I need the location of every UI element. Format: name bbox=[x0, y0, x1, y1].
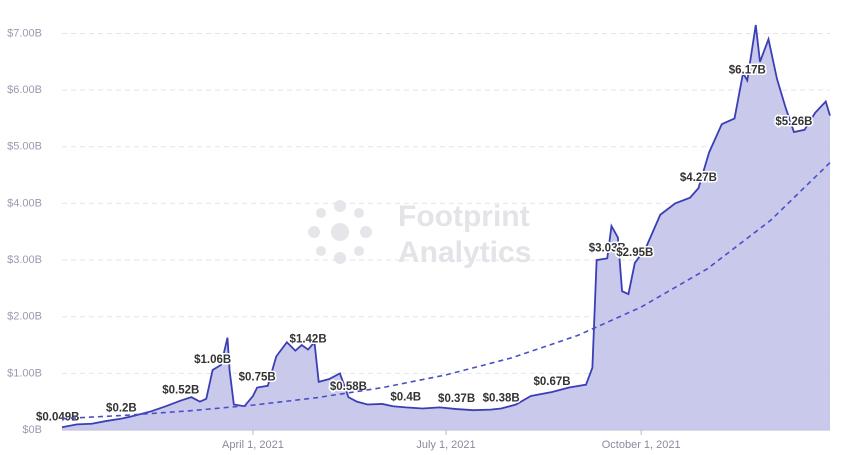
data-label: $4.27B bbox=[680, 172, 717, 184]
y-tick-label: $0B bbox=[22, 424, 42, 436]
y-tick-label: $2.00B bbox=[7, 311, 42, 323]
trend-line bbox=[61, 162, 831, 420]
y-tick-label: $4.00B bbox=[7, 197, 42, 209]
x-tick-label: April 1, 2021 bbox=[222, 439, 284, 451]
data-label: $5.26B bbox=[775, 116, 812, 128]
data-label: $0.38B bbox=[483, 393, 520, 405]
data-label: $0.37B bbox=[438, 393, 475, 405]
data-label: $0.52B bbox=[162, 385, 199, 397]
data-label: $0.2B bbox=[106, 403, 137, 415]
y-tick-label: $3.00B bbox=[7, 254, 42, 266]
y-tick-label: $5.00B bbox=[7, 141, 42, 153]
watermark-logo bbox=[308, 200, 372, 264]
y-tick-label: $6.00B bbox=[7, 84, 42, 96]
y-tick-label: $1.00B bbox=[7, 367, 42, 379]
data-label: $0.4B bbox=[390, 391, 421, 403]
watermark: Analytics bbox=[398, 236, 531, 269]
data-label: $0.75B bbox=[239, 372, 276, 384]
data-label: $6.17B bbox=[729, 65, 766, 77]
x-tick-label: July 1, 2021 bbox=[416, 439, 475, 451]
data-label: $0.049B bbox=[36, 411, 79, 423]
data-label: $1.42B bbox=[290, 334, 327, 346]
data-label: $3.03B bbox=[589, 242, 626, 254]
x-tick-label: October 1, 2021 bbox=[602, 439, 681, 451]
data-label: $0.67B bbox=[534, 376, 571, 388]
watermark: Footprint bbox=[398, 200, 530, 233]
y-tick-label: $7.00B bbox=[7, 27, 42, 39]
line bbox=[61, 24, 831, 429]
data-label: $2.95B bbox=[616, 247, 653, 259]
area bbox=[62, 25, 830, 430]
data-label: $1.06B bbox=[194, 354, 231, 366]
